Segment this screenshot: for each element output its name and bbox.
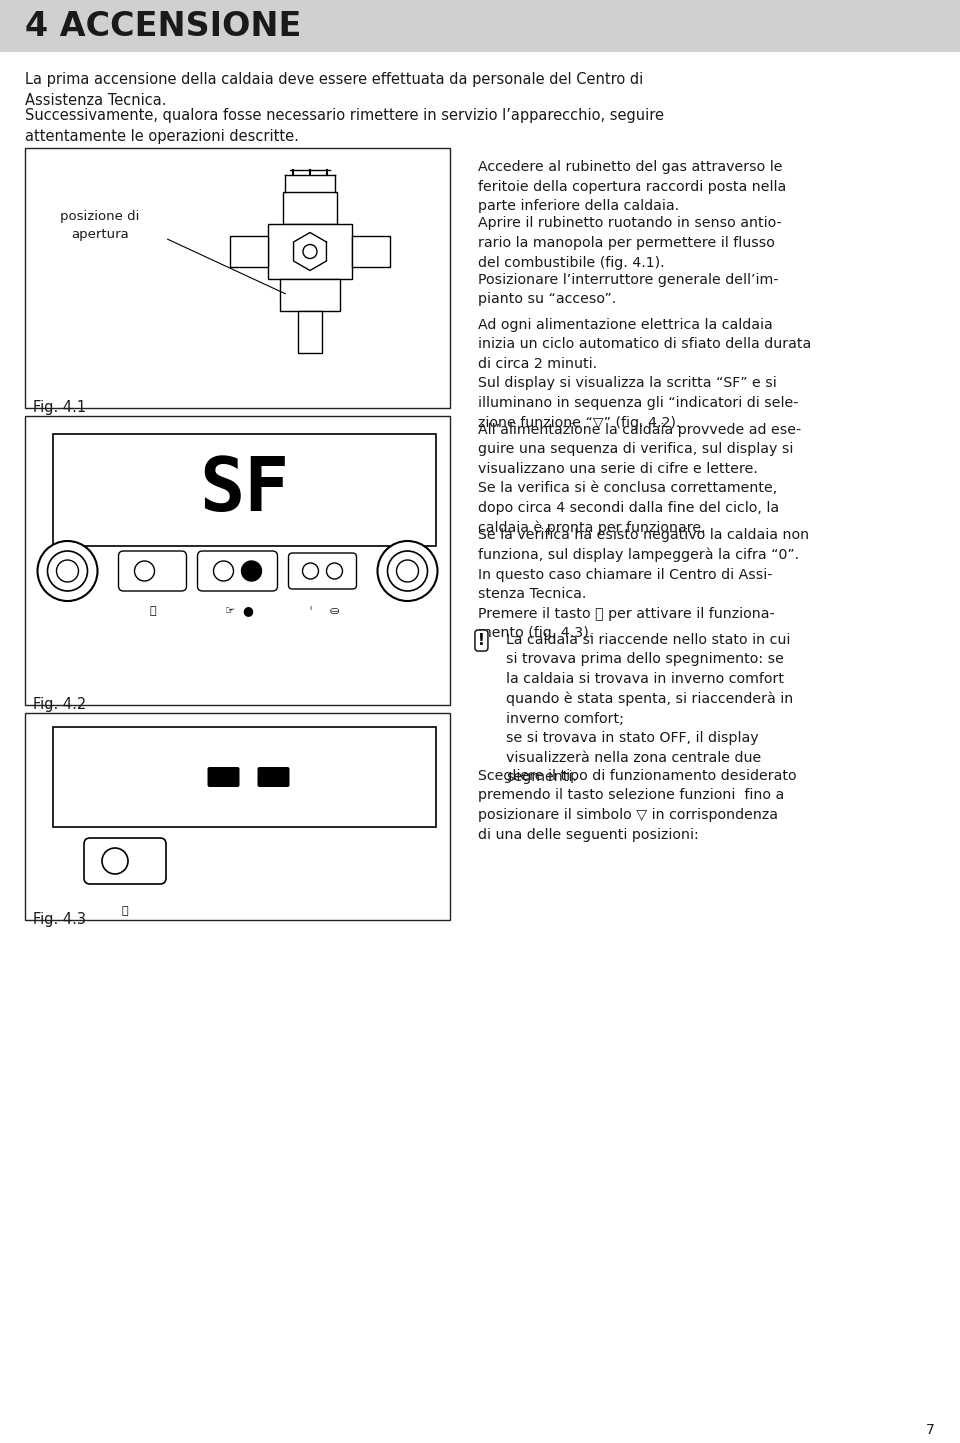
Text: ⏻: ⏻: [149, 606, 156, 616]
Circle shape: [102, 848, 128, 874]
Text: Se la verifica ha esisto negativo la caldaia non
funziona, sul display lampegger: Se la verifica ha esisto negativo la cal…: [478, 528, 809, 641]
Text: Posizionare l’interruttore generale dell’im-
pianto su “acceso”.: Posizionare l’interruttore generale dell…: [478, 273, 779, 306]
Circle shape: [303, 244, 317, 258]
Circle shape: [377, 541, 438, 600]
Circle shape: [242, 561, 261, 582]
Circle shape: [326, 563, 343, 579]
Circle shape: [47, 551, 87, 592]
Text: La prima accensione della caldaia deve essere effettuata da personale del Centro: La prima accensione della caldaia deve e…: [25, 72, 643, 108]
FancyBboxPatch shape: [207, 768, 239, 786]
Bar: [268, 224, 352, 278]
Text: Fig. 4.3: Fig. 4.3: [33, 912, 86, 926]
Text: Accedere al rubinetto del gas attraverso le
feritoie della copertura raccordi po: Accedere al rubinetto del gas attraverso…: [478, 160, 786, 214]
Polygon shape: [294, 232, 326, 270]
Bar: [0, 0, 960, 52]
Text: ᴵ: ᴵ: [309, 606, 312, 616]
Bar: [298, 312, 322, 354]
Text: 4 ACCENSIONE: 4 ACCENSIONE: [25, 10, 301, 42]
Text: Aprire il rubinetto ruotando in senso antio-
rario la manopola per permettere il: Aprire il rubinetto ruotando in senso an…: [478, 216, 781, 270]
Circle shape: [396, 560, 419, 582]
Bar: [53, 434, 436, 545]
Circle shape: [57, 560, 79, 582]
Text: ●: ●: [242, 605, 252, 618]
Text: La caldaia si riaccende nello stato in cui
si trovava prima dello spegnimento: s: La caldaia si riaccende nello stato in c…: [506, 633, 793, 784]
Text: Ad ogni alimentazione elettrica la caldaia
inizia un ciclo automatico di sfiato : Ad ogni alimentazione elettrica la calda…: [478, 317, 811, 430]
Text: !: !: [478, 633, 485, 648]
Bar: [25, 713, 450, 921]
Text: ⛀: ⛀: [330, 606, 339, 616]
Text: Fig. 4.2: Fig. 4.2: [33, 697, 86, 711]
Circle shape: [388, 551, 427, 592]
Text: ☞: ☞: [225, 606, 234, 616]
Bar: [352, 237, 390, 267]
Circle shape: [134, 561, 155, 582]
FancyBboxPatch shape: [289, 553, 356, 589]
Circle shape: [302, 563, 319, 579]
Bar: [25, 416, 450, 706]
Text: SF: SF: [200, 453, 290, 527]
Text: posizione di
apertura: posizione di apertura: [60, 211, 140, 241]
Text: ⏻: ⏻: [122, 906, 129, 916]
Text: All’alimentazione la caldaia provvede ad ese-
guire una sequenza di verifica, su: All’alimentazione la caldaia provvede ad…: [478, 423, 802, 535]
Text: 7: 7: [926, 1423, 935, 1437]
Bar: [280, 278, 340, 312]
Circle shape: [213, 561, 233, 582]
Text: Fig. 4.1: Fig. 4.1: [33, 400, 86, 416]
Text: Scegliere il tipo di funzionamento desiderato
premendo il tasto selezione funzio: Scegliere il tipo di funzionamento desid…: [478, 769, 797, 841]
FancyBboxPatch shape: [118, 551, 186, 592]
FancyBboxPatch shape: [84, 838, 166, 885]
Bar: [230, 237, 268, 267]
Text: Successivamente, qualora fosse necessario rimettere in servizio l’apparecchio, s: Successivamente, qualora fosse necessari…: [25, 108, 664, 144]
Bar: [283, 192, 337, 224]
Bar: [25, 149, 450, 408]
FancyBboxPatch shape: [198, 551, 277, 592]
Bar: [53, 727, 436, 827]
Circle shape: [37, 541, 98, 600]
FancyBboxPatch shape: [257, 768, 290, 786]
